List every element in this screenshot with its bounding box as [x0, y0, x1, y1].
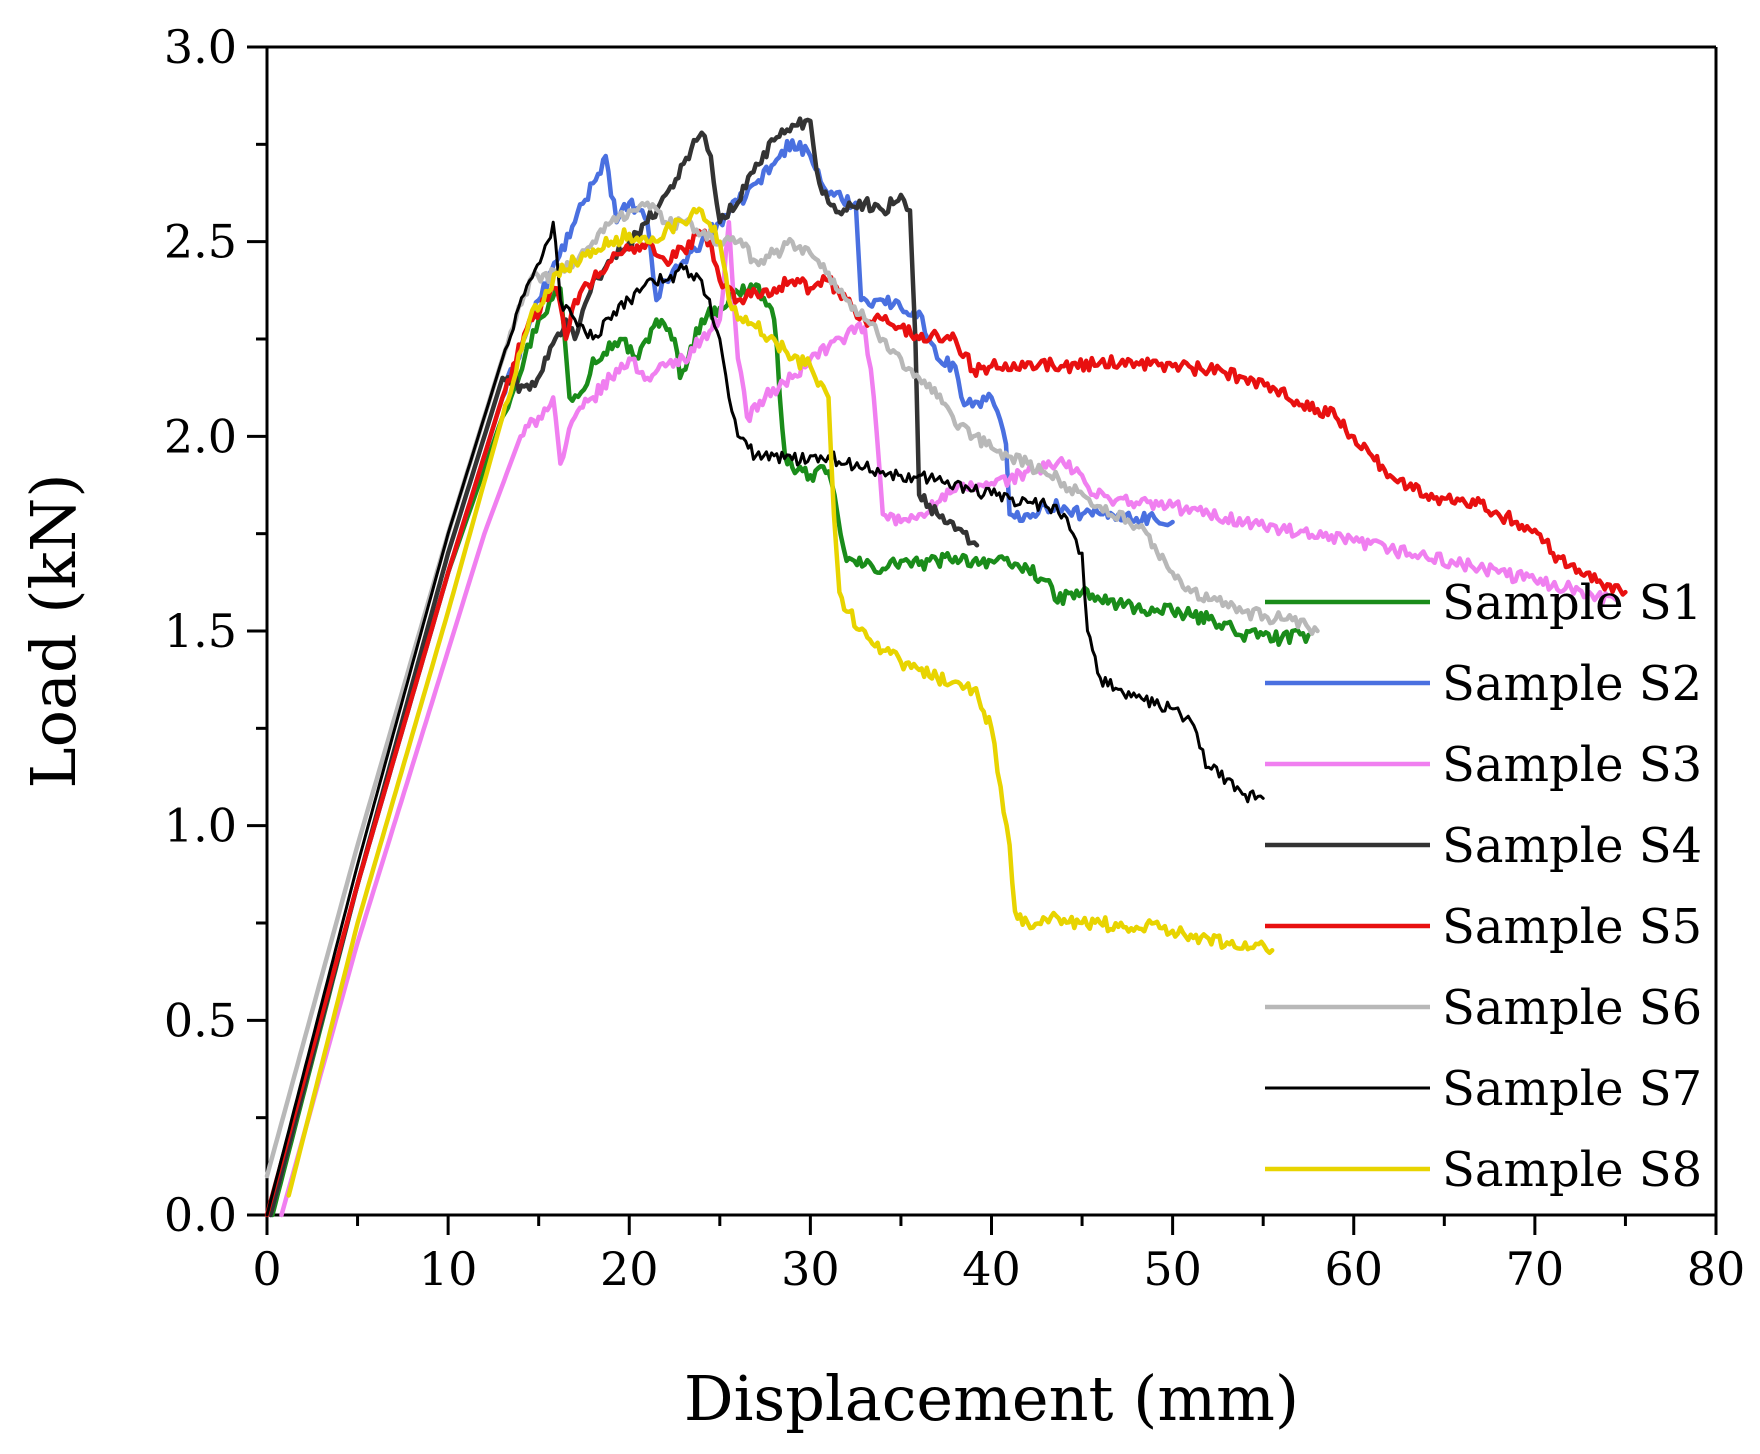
legend-label-sample-s6: Sample S6 [1442, 980, 1702, 1036]
x-tick-label: 70 [1506, 1242, 1565, 1296]
x-tick-label: 50 [1143, 1242, 1202, 1296]
x-tick-label: 40 [962, 1242, 1021, 1296]
y-tick-label: 1.0 [164, 799, 237, 853]
series-line-sample-s1 [270, 282, 1311, 1218]
legend-label-sample-s2: Sample S2 [1442, 656, 1702, 712]
x-tick-label: 10 [419, 1242, 478, 1296]
series-line-sample-s3 [279, 219, 1619, 1218]
y-tick-label: 0.0 [164, 1188, 237, 1242]
x-axis-title: Displacement (mm) [684, 1362, 1299, 1435]
series-line-sample-s5 [264, 228, 1628, 1218]
y-tick-label: 1.5 [164, 604, 237, 658]
y-axis-title: Load (kN) [17, 473, 90, 788]
x-tick-label: 20 [600, 1242, 659, 1296]
legend: Sample S1 Sample S2 Sample S3 Sample S4 Samp… [1265, 575, 1702, 1198]
y-tick-label: 2.0 [164, 409, 237, 463]
series-line-sample-s4 [268, 116, 980, 1218]
x-tick-label: 0 [252, 1242, 281, 1296]
legend-label-sample-s7: Sample S7 [1442, 1061, 1702, 1117]
x-tick-label: 30 [781, 1242, 840, 1296]
legend-label-sample-s5: Sample S5 [1442, 899, 1702, 955]
series-line-sample-s7 [265, 220, 1265, 1217]
legend-label-sample-s8: Sample S8 [1442, 1142, 1702, 1198]
legend-label-sample-s4: Sample S4 [1442, 818, 1702, 874]
axes: 0 10 20 30 40 50 60 70 80 0.0 0.5 1.0 1.5 2.0 2.5 3.0 [164, 20, 1745, 1296]
y-tick-label: 0.5 [164, 993, 237, 1047]
x-tick-label: 60 [1324, 1242, 1383, 1296]
series-group [264, 116, 1628, 1218]
x-tick-label: 80 [1687, 1242, 1746, 1296]
y-tick-label: 2.5 [164, 215, 237, 269]
legend-label-sample-s1: Sample S1 [1442, 575, 1702, 631]
y-tick-label: 3.0 [164, 20, 237, 74]
series-line-sample-s8 [286, 206, 1275, 1198]
legend-label-sample-s3: Sample S3 [1442, 737, 1702, 793]
